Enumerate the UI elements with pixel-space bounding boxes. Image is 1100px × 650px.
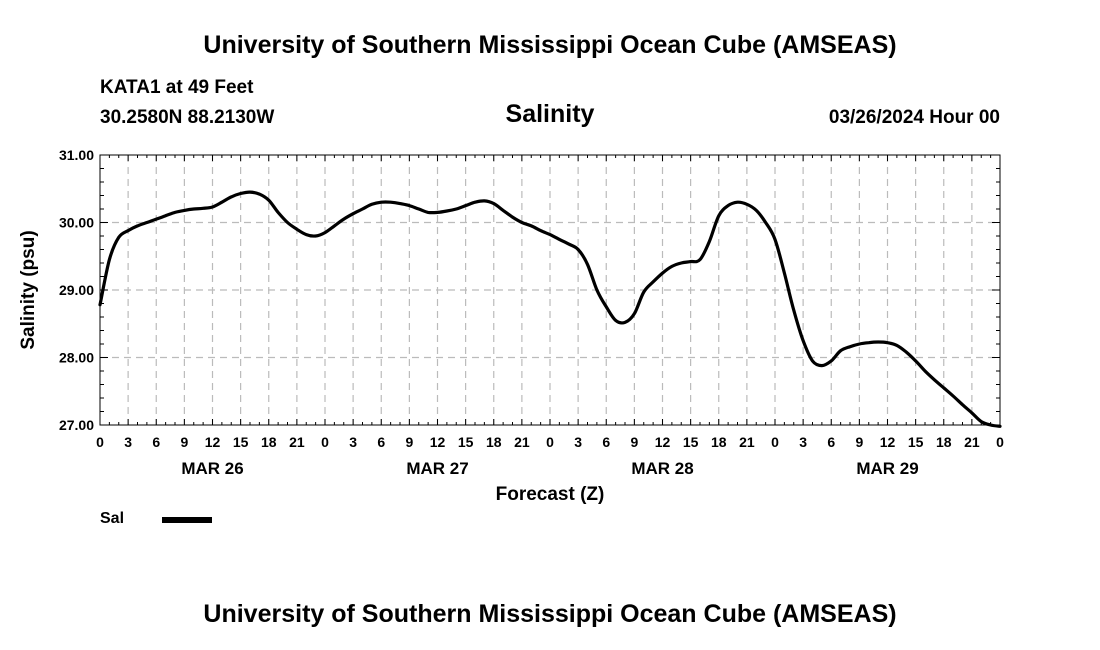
station-label: KATA1 at 49 Feet — [100, 77, 254, 98]
x-tick-label: 0 — [996, 434, 1004, 450]
y-axis-title: Salinity (psu) — [18, 230, 39, 349]
x-tick-label: 21 — [514, 434, 530, 450]
x-tick-label: 18 — [711, 434, 727, 450]
x-tick-label: 0 — [96, 434, 104, 450]
y-tick-label: 28.00 — [59, 350, 94, 366]
series-line-sal — [98, 190, 1002, 428]
variable-title: Salinity — [505, 100, 595, 128]
x-tick-label: 18 — [261, 434, 277, 450]
day-label: MAR 27 — [406, 459, 468, 478]
coordinates-label: 30.2580N 88.2130W — [100, 107, 275, 128]
x-tick-label: 9 — [180, 434, 188, 450]
x-tick-label: 0 — [771, 434, 779, 450]
x-tick-label: 3 — [574, 434, 582, 450]
day-label: MAR 26 — [181, 459, 243, 478]
y-tick-label: 30.00 — [59, 215, 94, 231]
x-tick-label: 3 — [124, 434, 132, 450]
x-tick-label: 12 — [880, 434, 896, 450]
x-tick-label: 18 — [486, 434, 502, 450]
x-tick-label: 3 — [349, 434, 357, 450]
x-tick-label: 9 — [405, 434, 413, 450]
x-tick-label: 9 — [630, 434, 638, 450]
x-tick-label: 18 — [936, 434, 952, 450]
x-tick-label: 0 — [546, 434, 554, 450]
x-tick-label: 15 — [908, 434, 924, 450]
grid-lines — [100, 155, 1000, 425]
x-tick-label: 15 — [458, 434, 474, 450]
x-tick-label: 12 — [205, 434, 221, 450]
y-tick-label: 31.00 — [59, 147, 94, 163]
x-axis-title: Forecast (Z) — [496, 484, 605, 505]
chart-title-top: University of Southern Mississippi Ocean… — [203, 31, 897, 59]
y-tick-label: 29.00 — [59, 282, 94, 298]
x-tick-label: 0 — [321, 434, 329, 450]
x-tick-label: 6 — [827, 434, 835, 450]
x-tick-label: 15 — [233, 434, 249, 450]
x-tick-label: 21 — [964, 434, 980, 450]
axis-labels: 0 3 6 9 12 15 18 21 0 3 6 9 12 15 18 21 0 3 6 9 12 15 18 21 0 3 6 9… — [59, 147, 1004, 478]
plot-frame — [99, 154, 1001, 426]
day-label: MAR 29 — [856, 459, 918, 478]
x-tick-label: 12 — [655, 434, 671, 450]
x-tick-label: 6 — [602, 434, 610, 450]
x-tick-label: 12 — [430, 434, 446, 450]
y-tick-label: 27.00 — [59, 417, 94, 433]
chart-title-bottom: University of Southern Mississippi Ocean… — [203, 600, 897, 628]
x-tick-label: 6 — [152, 434, 160, 450]
legend-label-sal: Sal — [100, 510, 125, 527]
x-tick-label: 21 — [289, 434, 305, 450]
x-tick-label: 6 — [377, 434, 385, 450]
x-tick-label: 9 — [855, 434, 863, 450]
forecast-date: 03/26/2024 Hour 00 — [828, 107, 1000, 128]
x-tick-label: 3 — [799, 434, 807, 450]
x-tick-label: 15 — [683, 434, 699, 450]
x-tick-label: 21 — [739, 434, 755, 450]
day-label: MAR 28 — [631, 459, 693, 478]
